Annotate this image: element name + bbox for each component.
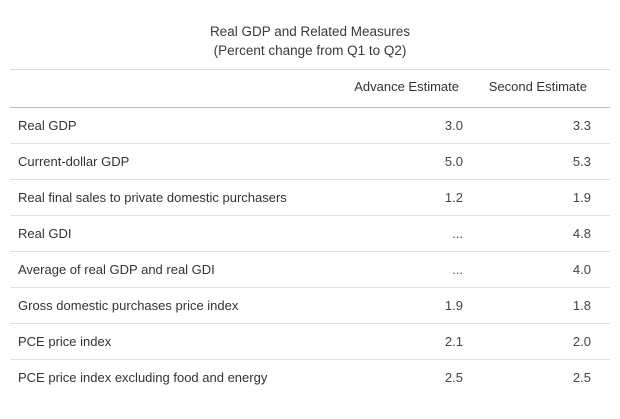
table-title-subtitle: (Percent change from Q1 to Q2) <box>213 43 407 58</box>
column-header-second-estimate: Second Estimate <box>488 79 587 94</box>
row-divider <box>10 179 610 180</box>
row-divider <box>10 251 610 252</box>
row-divider <box>10 359 610 360</box>
row-label: PCE price index excluding food and energ… <box>18 370 268 385</box>
advance-estimate-value: 2.1 <box>444 334 463 349</box>
advance-estimate-value: 2.5 <box>444 370 463 385</box>
row-divider <box>10 287 610 288</box>
row-divider <box>10 323 610 324</box>
table-row: Real GDI ... 4.8 <box>10 216 610 252</box>
row-label: Gross domestic purchases price index <box>18 298 239 313</box>
advance-estimate-value: 5.0 <box>444 154 463 169</box>
second-estimate-value: 5.3 <box>572 154 591 169</box>
table-row: Real final sales to private domestic pur… <box>10 180 610 216</box>
row-label: Current-dollar GDP <box>18 154 130 169</box>
advance-estimate-value: 1.2 <box>444 190 463 205</box>
second-estimate-value: 2.5 <box>572 370 591 385</box>
second-estimate-value: 3.3 <box>572 118 591 133</box>
row-divider <box>10 143 610 144</box>
header-top-rule <box>10 69 610 70</box>
second-estimate-value: 1.8 <box>572 298 591 313</box>
row-label: Real GDP <box>18 118 77 133</box>
table-row: PCE price index excluding food and energ… <box>10 360 610 396</box>
row-label: PCE price index <box>18 334 112 349</box>
table-title: Real GDP and Related Measures (Percent c… <box>0 22 620 60</box>
header-bottom-rule <box>10 107 610 108</box>
row-label: Average of real GDP and real GDI <box>18 262 215 277</box>
row-divider <box>10 215 610 216</box>
table-row: Real GDP 3.0 3.3 <box>10 108 610 144</box>
second-estimate-value: 2.0 <box>572 334 591 349</box>
table-row: PCE price index 2.1 2.0 <box>10 324 610 360</box>
table-row: Current-dollar GDP 5.0 5.3 <box>10 144 610 180</box>
advance-estimate-value: 3.0 <box>444 118 463 133</box>
advance-estimate-value: 1.9 <box>444 298 463 313</box>
table-row: Gross domestic purchases price index 1.9… <box>10 288 610 324</box>
advance-estimate-value: ... <box>452 262 463 277</box>
column-header-advance-estimate: Advance Estimate <box>354 79 459 94</box>
second-estimate-value: 1.9 <box>572 190 591 205</box>
row-label: Real GDI <box>18 226 72 241</box>
row-label: Real final sales to private domestic pur… <box>18 190 287 205</box>
second-estimate-value: 4.0 <box>572 262 591 277</box>
second-estimate-value: 4.8 <box>572 226 591 241</box>
table-row: Average of real GDP and real GDI ... 4.0 <box>10 252 610 288</box>
table-title-main: Real GDP and Related Measures <box>209 24 411 39</box>
advance-estimate-value: ... <box>452 226 463 241</box>
